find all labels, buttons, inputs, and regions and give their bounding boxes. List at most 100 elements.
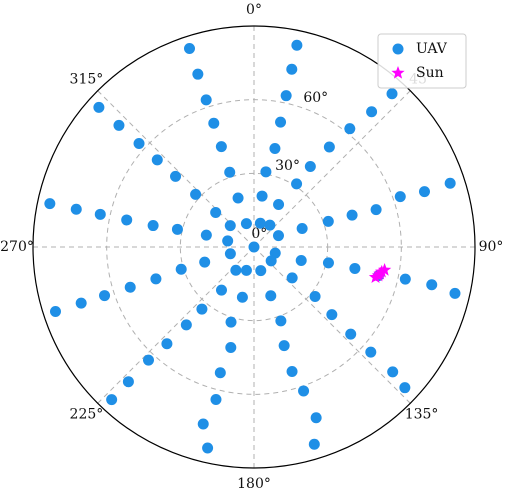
- point: [256, 190, 268, 202]
- point: [161, 338, 173, 350]
- point: [199, 256, 211, 268]
- point: [215, 284, 227, 296]
- point: [308, 438, 320, 450]
- point: [260, 166, 272, 178]
- point: [75, 297, 87, 309]
- grid-spoke: [97, 246, 255, 404]
- point: [366, 106, 378, 118]
- point: [214, 367, 226, 379]
- point: [265, 255, 277, 267]
- point: [449, 287, 461, 299]
- r-tick-label: 60°: [303, 90, 328, 106]
- star-marker: [377, 263, 392, 276]
- point: [322, 257, 334, 269]
- point: [345, 328, 357, 340]
- point: [225, 316, 237, 328]
- point: [44, 198, 56, 210]
- point: [264, 219, 276, 231]
- r-tick-label: 30°: [275, 158, 300, 174]
- polar-spine: [32, 25, 476, 469]
- point: [394, 191, 406, 203]
- point: [310, 412, 322, 424]
- point: [298, 385, 310, 397]
- point: [208, 117, 220, 129]
- point: [49, 305, 61, 317]
- theta-tick-label: 180°: [237, 476, 271, 491]
- grid-ring: [106, 99, 402, 395]
- point: [232, 192, 244, 204]
- grid-spoke: [253, 90, 411, 248]
- point: [192, 68, 204, 80]
- point: [240, 264, 252, 276]
- point: [190, 188, 202, 200]
- point: [291, 39, 303, 51]
- point: [322, 215, 334, 227]
- point: [215, 141, 227, 153]
- star-marker: [368, 270, 383, 283]
- theta-tick-label: 270°: [0, 239, 34, 255]
- point: [426, 279, 438, 291]
- point: [210, 393, 222, 405]
- point: [113, 119, 125, 131]
- legend-label: Sun: [416, 65, 444, 81]
- point: [265, 290, 277, 302]
- point: [70, 203, 82, 215]
- point: [291, 178, 303, 190]
- point: [124, 281, 136, 293]
- point: [224, 166, 236, 178]
- theta-tick-label: 90°: [479, 239, 504, 255]
- point: [346, 209, 358, 221]
- point: [94, 208, 106, 220]
- point: [200, 94, 212, 106]
- point: [150, 273, 162, 285]
- point: [236, 291, 248, 303]
- point: [444, 177, 456, 189]
- point: [418, 186, 430, 198]
- point: [151, 154, 163, 166]
- point: [370, 204, 382, 216]
- point: [269, 143, 281, 155]
- legend-label: UAV: [416, 41, 448, 57]
- point: [254, 217, 266, 229]
- theta-tick-label: 315°: [70, 71, 104, 87]
- point: [326, 309, 338, 321]
- point: [196, 303, 208, 315]
- point: [275, 116, 287, 128]
- point: [224, 220, 236, 232]
- point: [184, 42, 196, 54]
- theta-tick-label: 135°: [405, 407, 439, 423]
- point: [99, 290, 111, 302]
- point: [286, 272, 298, 284]
- point: [365, 346, 377, 358]
- point: [147, 220, 159, 232]
- point: [387, 366, 399, 378]
- point: [222, 235, 234, 247]
- point: [133, 137, 145, 149]
- point: [240, 218, 252, 230]
- point: [225, 341, 237, 353]
- point: [210, 206, 222, 218]
- grid-ring: [179, 172, 329, 322]
- point: [175, 263, 187, 275]
- point: [230, 264, 242, 276]
- point: [280, 90, 292, 102]
- point: [286, 365, 298, 377]
- legend-marker: [391, 66, 405, 79]
- point: [224, 248, 236, 260]
- point: [323, 141, 335, 153]
- point: [296, 223, 308, 235]
- legend: UAV Sun: [377, 33, 467, 89]
- point: [344, 123, 356, 135]
- point: [309, 290, 321, 302]
- point: [295, 255, 307, 267]
- point: [142, 354, 154, 366]
- point: [197, 418, 209, 430]
- point: [399, 382, 411, 394]
- theta-tick-label: 225°: [70, 407, 104, 423]
- point: [200, 229, 212, 241]
- theta-tick-label: 0°: [246, 2, 262, 18]
- point: [180, 319, 192, 331]
- point: [272, 230, 284, 242]
- point: [278, 340, 290, 352]
